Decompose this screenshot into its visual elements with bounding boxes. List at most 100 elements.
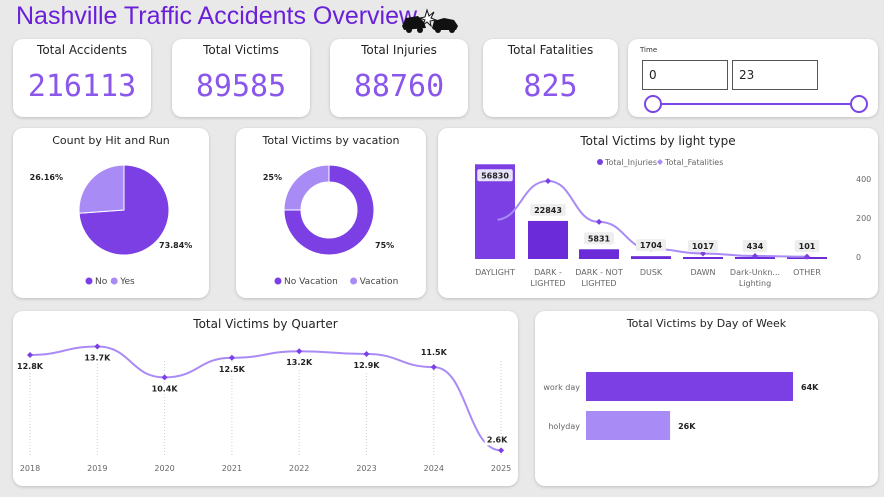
- x-tick-label: DARK - NOT: [575, 268, 623, 277]
- data-label: 64K: [801, 383, 819, 392]
- time-from-input[interactable]: 0: [642, 60, 728, 90]
- data-label: 1704: [640, 241, 663, 250]
- legend-marker: [350, 277, 358, 285]
- label-bg: [636, 239, 666, 252]
- label-bg: [15, 360, 45, 372]
- legend-label: Total_Injuries: [604, 158, 657, 167]
- data-point: [700, 250, 706, 257]
- bar: [528, 220, 568, 259]
- pie-slice: [78, 164, 125, 214]
- x-tick-label: DAWN: [691, 268, 716, 277]
- data-label: 434: [747, 242, 764, 251]
- bar: [683, 257, 723, 259]
- label-bg: [149, 383, 180, 395]
- kpi-value: 89585: [195, 69, 287, 104]
- legend-marker: [85, 277, 93, 285]
- bar: [579, 249, 619, 259]
- chart-title: Total Victims by Quarter: [193, 317, 338, 331]
- label-bg: [284, 357, 315, 369]
- legend-marker: [110, 277, 118, 285]
- day-of-week-chart: Total Victims by Day of Week 64K work day…: [535, 311, 878, 486]
- label-bg: [742, 240, 768, 252]
- y-tick-label: work day: [543, 383, 580, 392]
- quarter-chart: Total Victims by Quarter 12.8K 13.7K 10.4K…: [13, 311, 518, 486]
- label-bg: [216, 363, 247, 375]
- data-point: [228, 354, 235, 361]
- label-bg: [477, 169, 513, 182]
- data-point: [498, 447, 505, 454]
- kpi-value: 88760: [353, 69, 445, 104]
- data-point: [27, 351, 33, 358]
- bar: [586, 411, 671, 440]
- data-label: 26K: [678, 422, 696, 431]
- chart-title: Total Victims by light type: [580, 134, 736, 148]
- y2-tick-label: 0: [856, 253, 861, 262]
- legend-label: Vacation: [360, 277, 399, 287]
- car-crash-icon: [402, 8, 458, 33]
- data-label: 25%: [263, 173, 282, 182]
- x-tick-label: LIGHTED: [581, 279, 616, 288]
- data-label: 13.2K: [286, 358, 313, 367]
- dashboard-title: Nashville Traffic Accidents Overview: [16, 2, 418, 30]
- data-label: 56830: [481, 171, 509, 180]
- pie-slice: [283, 164, 375, 256]
- data-label: 12.9K: [354, 361, 381, 370]
- data-point: [752, 253, 758, 260]
- data-label: 12.8K: [17, 362, 44, 371]
- x-tick-label: 2023: [356, 464, 376, 473]
- x-tick-label: Dark-Unkn...: [730, 268, 780, 277]
- kpi-card: Total Injuries 88760: [330, 39, 468, 117]
- kpi-card: Total Accidents 216113: [13, 39, 151, 117]
- data-point: [94, 343, 101, 350]
- bar: [586, 372, 793, 401]
- data-point: [596, 218, 602, 225]
- x-tick-label: DARK -: [534, 268, 562, 277]
- x-tick-label: LIGHTED: [530, 279, 565, 288]
- x-tick-label: Lighting: [739, 279, 771, 288]
- time-to-input[interactable]: 23: [732, 60, 818, 90]
- x-tick-label: 2021: [222, 464, 242, 473]
- data-point: [296, 348, 303, 355]
- x-tick-label: 2020: [154, 464, 174, 473]
- label-bg: [351, 360, 382, 372]
- time-slider-start-handle[interactable]: [644, 95, 662, 113]
- data-label: 12.5K: [219, 365, 246, 374]
- data-point: [545, 177, 551, 184]
- data-label: 73.84%: [159, 241, 192, 250]
- x-tick-label: OTHER: [793, 268, 821, 277]
- label-bg: [82, 352, 113, 364]
- legend-label: Yes: [119, 277, 135, 287]
- kpi-value: 825: [523, 69, 578, 104]
- y2-tick-label: 200: [856, 214, 871, 223]
- kpi-card: Total Victims 89585: [172, 39, 310, 117]
- kpi-label: Total Accidents: [37, 43, 127, 57]
- pie-slice: [283, 164, 330, 211]
- data-label: 2.6K: [487, 435, 508, 444]
- data-label: 101: [799, 242, 816, 251]
- x-tick-label: DUSK: [640, 268, 663, 277]
- legend-marker: [597, 159, 603, 165]
- kpi-label: Total Fatalities: [507, 43, 594, 57]
- time-slicer: Time 0 23: [628, 39, 878, 117]
- time-slider-track[interactable]: [653, 103, 859, 105]
- data-point: [492, 216, 498, 223]
- kpi-card: Total Fatalities 825: [483, 39, 618, 117]
- data-point: [161, 374, 168, 381]
- data-label: 75%: [375, 241, 394, 250]
- time-slider-end-handle[interactable]: [850, 95, 868, 113]
- data-point: [804, 253, 810, 260]
- bar: [631, 256, 671, 259]
- y-tick-label: holyday: [548, 422, 580, 431]
- slicer-title: Time: [640, 46, 658, 54]
- chart-title: Total Victims by Day of Week: [626, 317, 787, 330]
- x-tick-label: 2024: [424, 464, 444, 473]
- legend-label: No Vacation: [284, 277, 338, 287]
- label-bg: [688, 240, 718, 252]
- x-tick-label: 2019: [87, 464, 107, 473]
- chart-title: Total Victims by vacation: [262, 134, 400, 147]
- x-tick-label: 2025: [491, 464, 511, 473]
- label-bg: [418, 347, 449, 359]
- x-tick-label: 2018: [20, 464, 40, 473]
- label-bg: [584, 232, 614, 245]
- vacation-chart: Total Victims by vacation 75% 25% No Vacat…: [236, 128, 426, 298]
